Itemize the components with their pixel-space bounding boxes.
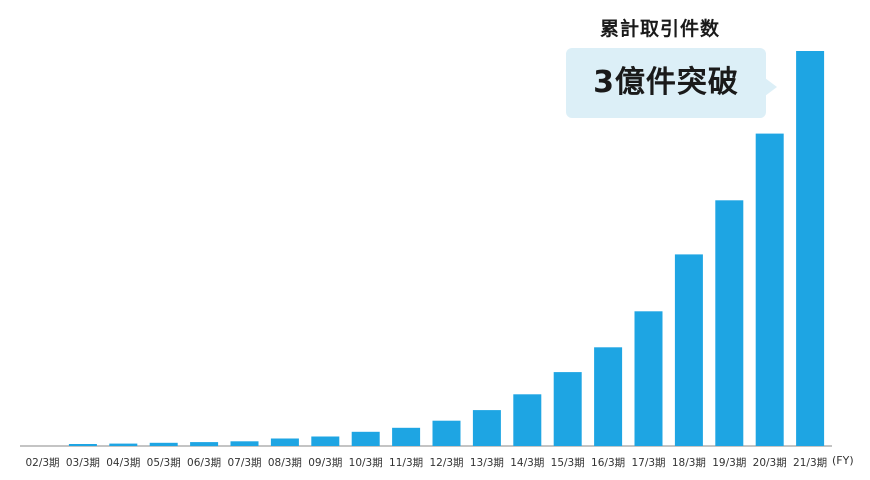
x-tick-label: 20/3期 bbox=[753, 457, 787, 469]
bar-14/3期 bbox=[513, 394, 542, 446]
bar-07/3期 bbox=[230, 441, 259, 446]
x-tick-label: 03/3期 bbox=[66, 457, 100, 469]
bar-18/3期 bbox=[674, 254, 703, 446]
bar-19/3期 bbox=[715, 200, 744, 446]
x-axis-unit: (FY) bbox=[832, 454, 854, 467]
x-tick-label: 05/3期 bbox=[147, 457, 181, 469]
x-tick-label: 21/3期 bbox=[793, 457, 827, 469]
chart-title: 累計取引件数 bbox=[599, 18, 720, 40]
bar-04/3期 bbox=[109, 443, 138, 446]
bar-11/3期 bbox=[392, 427, 421, 446]
x-tick-label: 02/3期 bbox=[25, 457, 59, 469]
bar-08/3期 bbox=[270, 438, 299, 446]
x-tick-label: 11/3期 bbox=[389, 457, 423, 469]
x-tick-label: 04/3期 bbox=[106, 457, 140, 469]
x-tick-label: 18/3期 bbox=[672, 457, 706, 469]
bar-17/3期 bbox=[634, 311, 663, 446]
bar-20/3期 bbox=[755, 133, 784, 446]
x-tick-label: 06/3期 bbox=[187, 457, 221, 469]
x-tick-label: 15/3期 bbox=[551, 457, 585, 469]
x-tick-label: 08/3期 bbox=[268, 457, 302, 469]
milestone-callout-text: 3億件突破 bbox=[593, 65, 739, 100]
bar-15/3期 bbox=[553, 372, 582, 446]
milestone-callout: 3億件突破 bbox=[566, 48, 766, 118]
bar-16/3期 bbox=[594, 347, 623, 447]
x-tick-label: 12/3期 bbox=[429, 457, 463, 469]
bar-09/3期 bbox=[311, 436, 340, 446]
bar-12/3期 bbox=[432, 420, 461, 446]
x-tick-label: 13/3期 bbox=[470, 457, 504, 469]
bar-06/3期 bbox=[190, 442, 219, 447]
bar-03/3期 bbox=[68, 444, 97, 446]
x-tick-label: 17/3期 bbox=[631, 457, 665, 469]
x-tick-label: 19/3期 bbox=[712, 457, 746, 469]
callout-pointer bbox=[765, 78, 777, 96]
x-tick-label: 09/3期 bbox=[308, 457, 342, 469]
bar-13/3期 bbox=[472, 410, 501, 446]
x-tick-label: 14/3期 bbox=[510, 457, 544, 469]
x-tick-label: 10/3期 bbox=[349, 457, 383, 469]
bar-10/3期 bbox=[351, 431, 380, 446]
bar-05/3期 bbox=[149, 442, 178, 446]
x-tick-label: 16/3期 bbox=[591, 457, 625, 469]
x-tick-label: 07/3期 bbox=[227, 457, 261, 469]
bar-21/3期 bbox=[796, 51, 825, 446]
